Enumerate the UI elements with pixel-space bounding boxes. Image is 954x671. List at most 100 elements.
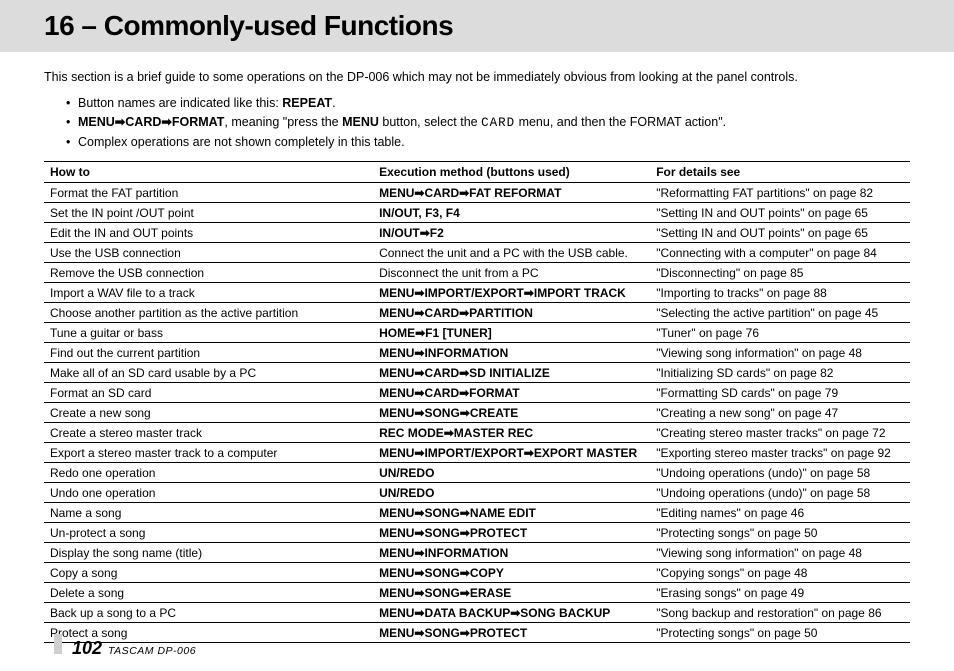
table-row: Format the FAT partitionMENU➡CARD➡FAT RE…	[44, 183, 910, 203]
cell-howto: Un-protect a song	[44, 523, 373, 543]
cell-see: "Importing to tracks" on page 88	[650, 283, 910, 303]
bullet-0: Button names are indicated like this: RE…	[66, 94, 910, 113]
cell-exec: MENU➡CARD➡FORMAT	[373, 383, 650, 403]
bullet-2: Complex operations are not shown complet…	[66, 133, 910, 152]
cell-exec: MENU➡DATA BACKUP➡SONG BACKUP	[373, 603, 650, 623]
cell-see: "Protecting songs" on page 50	[650, 623, 910, 643]
cell-howto: Name a song	[44, 503, 373, 523]
cell-see: "Reformatting FAT partitions" on page 82	[650, 183, 910, 203]
cell-howto: Edit the IN and OUT points	[44, 223, 373, 243]
table-row: Use the USB connectionConnect the unit a…	[44, 243, 910, 263]
table-row: Format an SD cardMENU➡CARD➡FORMAT"Format…	[44, 383, 910, 403]
cell-howto: Create a new song	[44, 403, 373, 423]
bullet-0-bold: REPEAT	[282, 96, 332, 110]
cell-howto: Create a stereo master track	[44, 423, 373, 443]
chapter-header: 16 – Commonly-used Functions	[0, 0, 954, 52]
table-row: Find out the current partitionMENU➡INFOR…	[44, 343, 910, 363]
table-row: Remove the USB connectionDisconnect the …	[44, 263, 910, 283]
cell-howto: Tune a guitar or bass	[44, 323, 373, 343]
cell-howto: Remove the USB connection	[44, 263, 373, 283]
cell-exec: IN/OUT, F3, F4	[373, 203, 650, 223]
model-name: TASCAM DP-006	[108, 645, 196, 657]
cell-exec: MENU➡SONG➡CREATE	[373, 403, 650, 423]
cell-howto: Choose another partition as the active p…	[44, 303, 373, 323]
cell-see: "Song backup and restoration" on page 86	[650, 603, 910, 623]
bullet-1-seq: MENU➡CARD➡FORMAT	[78, 115, 224, 129]
cell-howto: Back up a song to a PC	[44, 603, 373, 623]
cell-see: "Creating a new song" on page 47	[650, 403, 910, 423]
table-row: Edit the IN and OUT pointsIN/OUT➡F2"Sett…	[44, 223, 910, 243]
cell-exec: MENU➡INFORMATION	[373, 543, 650, 563]
table-row: Display the song name (title)MENU➡INFORM…	[44, 543, 910, 563]
cell-see: "Setting IN and OUT points" on page 65	[650, 203, 910, 223]
table-row: Export a stereo master track to a comput…	[44, 443, 910, 463]
cell-exec: HOME➡F1 [TUNER]	[373, 323, 650, 343]
cell-howto: Copy a song	[44, 563, 373, 583]
th-exec: Execution method (buttons used)	[373, 162, 650, 183]
cell-howto: Find out the current partition	[44, 343, 373, 363]
cell-see: "Tuner" on page 76	[650, 323, 910, 343]
cell-see: "Selecting the active partition" on page…	[650, 303, 910, 323]
table-header-row: How to Execution method (buttons used) F…	[44, 162, 910, 183]
cell-exec: MENU➡SONG➡NAME EDIT	[373, 503, 650, 523]
page-footer: 102 TASCAM DP-006	[54, 634, 196, 659]
cell-exec: MENU➡IMPORT/EXPORT➡EXPORT MASTER	[373, 443, 650, 463]
table-row: Un-protect a songMENU➡SONG➡PROTECT"Prote…	[44, 523, 910, 543]
cell-howto: Display the song name (title)	[44, 543, 373, 563]
cell-see: "Copying songs" on page 48	[650, 563, 910, 583]
cell-see: "Undoing operations (undo)" on page 58	[650, 483, 910, 503]
functions-table: How to Execution method (buttons used) F…	[44, 161, 910, 643]
cell-howto: Use the USB connection	[44, 243, 373, 263]
cell-howto: Undo one operation	[44, 483, 373, 503]
table-row: Redo one operationUN/REDO"Undoing operat…	[44, 463, 910, 483]
cell-howto: Export a stereo master track to a comput…	[44, 443, 373, 463]
cell-exec: MENU➡CARD➡SD INITIALIZE	[373, 363, 650, 383]
cell-exec: MENU➡SONG➡PROTECT	[373, 623, 650, 643]
cell-exec: IN/OUT➡F2	[373, 223, 650, 243]
cell-see: "Creating stereo master tracks" on page …	[650, 423, 910, 443]
table-row: Name a songMENU➡SONG➡NAME EDIT"Editing n…	[44, 503, 910, 523]
table-row: Back up a song to a PCMENU➡DATA BACKUP➡S…	[44, 603, 910, 623]
cell-exec: Disconnect the unit from a PC	[373, 263, 650, 283]
cell-see: "Connecting with a computer" on page 84	[650, 243, 910, 263]
bullet-1-lcd: CARD	[481, 116, 515, 130]
cell-see: "Setting IN and OUT points" on page 65	[650, 223, 910, 243]
th-howto: How to	[44, 162, 373, 183]
cell-see: "Editing names" on page 46	[650, 503, 910, 523]
cell-exec: Connect the unit and a PC with the USB c…	[373, 243, 650, 263]
cell-howto: Format an SD card	[44, 383, 373, 403]
cell-see: "Initializing SD cards" on page 82	[650, 363, 910, 383]
cell-exec: UN/REDO	[373, 463, 650, 483]
cell-see: "Viewing song information" on page 48	[650, 543, 910, 563]
cell-howto: Set the IN point /OUT point	[44, 203, 373, 223]
bullet-0-post: .	[332, 96, 335, 110]
table-row: Create a stereo master trackREC MODE➡MAS…	[44, 423, 910, 443]
cell-howto: Redo one operation	[44, 463, 373, 483]
cell-exec: MENU➡CARD➡FAT REFORMAT	[373, 183, 650, 203]
table-row: Delete a songMENU➡SONG➡ERASE"Erasing son…	[44, 583, 910, 603]
cell-exec: MENU➡INFORMATION	[373, 343, 650, 363]
cell-see: "Erasing songs" on page 49	[650, 583, 910, 603]
cell-exec: UN/REDO	[373, 483, 650, 503]
cell-exec: MENU➡SONG➡COPY	[373, 563, 650, 583]
bullet-0-pre: Button names are indicated like this:	[78, 96, 282, 110]
table-row: Undo one operationUN/REDO"Undoing operat…	[44, 483, 910, 503]
cell-see: "Protecting songs" on page 50	[650, 523, 910, 543]
table-row: Tune a guitar or bassHOME➡F1 [TUNER]"Tun…	[44, 323, 910, 343]
bullet-1-mid2: button, select the	[379, 115, 481, 129]
bullet-1-mid1: , meaning "press the	[224, 115, 342, 129]
table-row: Copy a songMENU➡SONG➡COPY"Copying songs"…	[44, 563, 910, 583]
cell-howto: Make all of an SD card usable by a PC	[44, 363, 373, 383]
table-row: Choose another partition as the active p…	[44, 303, 910, 323]
cell-exec: REC MODE➡MASTER REC	[373, 423, 650, 443]
cell-exec: MENU➡SONG➡PROTECT	[373, 523, 650, 543]
footer-bar-icon	[54, 634, 62, 654]
cell-exec: MENU➡IMPORT/EXPORT➡IMPORT TRACK	[373, 283, 650, 303]
chapter-title: 16 – Commonly-used Functions	[44, 10, 910, 42]
page-content: This section is a brief guide to some op…	[0, 52, 954, 643]
cell-howto: Format the FAT partition	[44, 183, 373, 203]
cell-exec: MENU➡CARD➡PARTITION	[373, 303, 650, 323]
cell-see: "Viewing song information" on page 48	[650, 343, 910, 363]
intro-bullets: Button names are indicated like this: RE…	[66, 94, 910, 151]
th-see: For details see	[650, 162, 910, 183]
